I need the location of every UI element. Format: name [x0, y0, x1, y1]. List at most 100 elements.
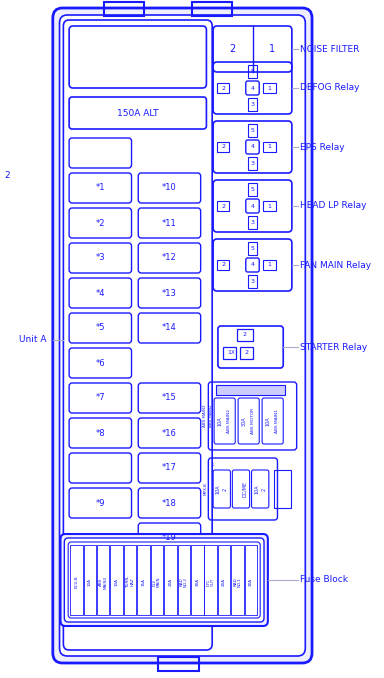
Text: NOISE FILTER: NOISE FILTER: [300, 45, 359, 54]
Text: 10A: 10A: [254, 484, 259, 494]
Text: 3: 3: [250, 279, 255, 284]
Text: *3: *3: [96, 254, 105, 262]
Text: ABS MAIN1: ABS MAIN1: [275, 409, 279, 433]
Text: 2: 2: [221, 85, 225, 90]
Bar: [223, 347, 236, 359]
Text: DC/ME: DC/ME: [242, 481, 247, 497]
Text: *17: *17: [162, 464, 177, 473]
Text: 1: 1: [269, 44, 275, 54]
Text: *10: *10: [162, 184, 177, 193]
Bar: [70, 545, 83, 615]
Text: 4: 4: [250, 85, 255, 90]
Bar: [217, 142, 230, 152]
Text: *14: *14: [162, 323, 177, 332]
Bar: [216, 385, 285, 395]
Text: *1: *1: [96, 184, 105, 193]
Text: 15A: 15A: [142, 578, 146, 586]
Bar: [178, 545, 190, 615]
Text: FAN MAIN Relay: FAN MAIN Relay: [300, 260, 371, 269]
Text: 30A: 30A: [242, 416, 247, 426]
Text: ABS MOTOR: ABS MOTOR: [251, 408, 255, 434]
Text: 20A: 20A: [222, 578, 226, 586]
FancyBboxPatch shape: [60, 15, 305, 656]
FancyBboxPatch shape: [65, 538, 264, 622]
Bar: [263, 83, 276, 93]
Text: DEFOG Relay: DEFOG Relay: [300, 83, 359, 92]
Text: HEAD LP Relay: HEAD LP Relay: [300, 201, 366, 210]
Bar: [248, 98, 257, 111]
Text: 1: 1: [228, 351, 232, 355]
Bar: [124, 545, 136, 615]
Text: 1: 1: [210, 462, 214, 466]
Text: 2: 2: [261, 487, 266, 491]
Bar: [248, 275, 257, 288]
Text: 20A: 20A: [169, 578, 172, 586]
Bar: [205, 545, 217, 615]
Bar: [248, 124, 257, 137]
Text: 4: 4: [250, 203, 255, 209]
Text: ECU-B: ECU-B: [74, 576, 78, 589]
Text: ABS MAIN2: ABS MAIN2: [204, 405, 207, 427]
Text: 2: 2: [5, 170, 10, 180]
Text: 10A: 10A: [88, 578, 92, 586]
Text: 150A ALT: 150A ALT: [116, 108, 158, 117]
Text: *9: *9: [96, 498, 105, 508]
Text: *13: *13: [162, 289, 177, 298]
Bar: [245, 545, 257, 615]
Text: 30A: 30A: [195, 578, 199, 586]
Bar: [240, 347, 253, 359]
Bar: [237, 329, 253, 341]
FancyBboxPatch shape: [53, 8, 312, 663]
Text: RAD
NO.1: RAD NO.1: [233, 577, 242, 587]
Bar: [218, 545, 230, 615]
Text: 1: 1: [267, 262, 271, 268]
Bar: [151, 545, 163, 615]
Bar: [191, 545, 204, 615]
Text: 3: 3: [250, 220, 255, 225]
Text: *2: *2: [96, 218, 105, 228]
Text: 2: 2: [243, 332, 247, 338]
Text: Unit A: Unit A: [19, 336, 47, 344]
Bar: [217, 260, 230, 270]
Text: MPX-B: MPX-B: [204, 483, 207, 496]
Text: X: X: [230, 349, 234, 355]
Bar: [263, 201, 276, 211]
Text: *4: *4: [96, 289, 105, 298]
Bar: [111, 545, 123, 615]
FancyBboxPatch shape: [61, 534, 268, 626]
Bar: [97, 545, 109, 615]
Text: 10A: 10A: [115, 578, 119, 586]
Text: Fuse Block: Fuse Block: [300, 576, 348, 584]
Text: IG2
MAIN: IG2 MAIN: [153, 577, 161, 587]
Text: 4: 4: [250, 144, 255, 150]
Text: *19: *19: [162, 534, 177, 542]
Bar: [164, 545, 177, 615]
Text: ABS MAIN2: ABS MAIN2: [227, 409, 231, 433]
Bar: [263, 142, 276, 152]
Bar: [192, 2, 232, 16]
Text: 2: 2: [230, 44, 236, 54]
Bar: [248, 216, 257, 229]
Text: ABS MAIN2: ABS MAIN2: [209, 405, 213, 427]
Bar: [248, 242, 257, 255]
Text: *5: *5: [96, 323, 105, 332]
Text: *6: *6: [96, 359, 105, 367]
Text: 5: 5: [251, 69, 255, 74]
Bar: [248, 65, 257, 78]
Text: *18: *18: [162, 498, 177, 508]
Text: *7: *7: [96, 393, 105, 403]
Text: *12: *12: [162, 254, 177, 262]
Text: *8: *8: [96, 428, 105, 437]
Text: 2: 2: [221, 144, 225, 150]
Text: RAD
NO.2: RAD NO.2: [180, 577, 188, 587]
Text: 10A: 10A: [216, 484, 221, 494]
Text: *16: *16: [162, 428, 177, 437]
Bar: [274, 470, 291, 508]
Bar: [84, 545, 96, 615]
Text: EPS Relay: EPS Relay: [300, 142, 344, 151]
Text: 2: 2: [221, 203, 225, 209]
Text: 2: 2: [223, 487, 228, 491]
Text: *11: *11: [162, 218, 177, 228]
Text: TURN-
HAZ: TURN- HAZ: [126, 576, 134, 589]
Text: 5: 5: [251, 128, 255, 133]
